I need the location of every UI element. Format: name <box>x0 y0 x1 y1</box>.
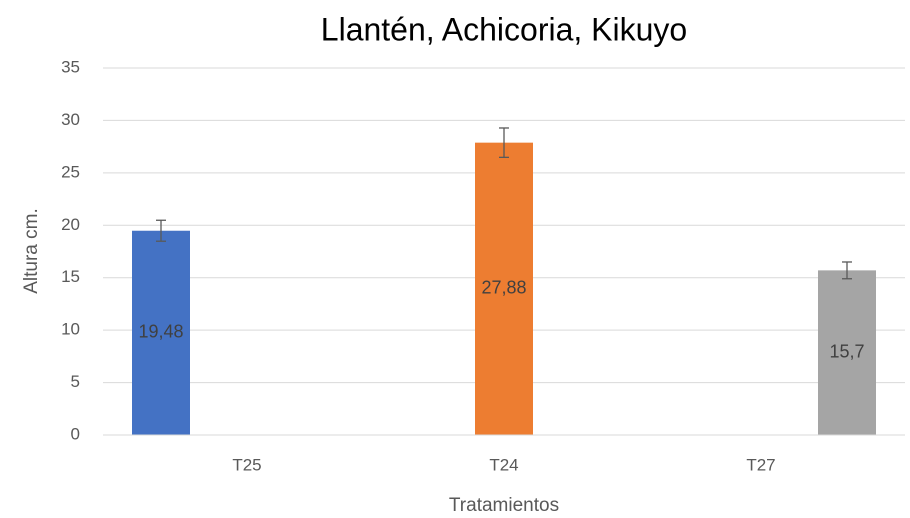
data-label: 19,48 <box>138 322 183 342</box>
chart-title: Llantén, Achicoria, Kikuyo <box>321 11 687 47</box>
y-tick-label: 10 <box>61 320 80 339</box>
x-axis-title: Tratamientos <box>449 495 559 516</box>
data-label: 27,88 <box>481 278 526 298</box>
data-label: 15,7 <box>829 341 864 361</box>
x-tick-label: T25 <box>232 455 261 474</box>
y-tick-label: 5 <box>71 372 80 391</box>
y-tick-label: 0 <box>71 424 80 443</box>
x-tick-label: T27 <box>746 455 775 474</box>
y-tick-label: 25 <box>61 162 80 181</box>
y-tick-label: 15 <box>61 267 80 286</box>
y-tick-label: 35 <box>61 57 80 76</box>
y-tick-label: 20 <box>61 215 80 234</box>
x-tick-label: T24 <box>489 455 518 474</box>
y-axis-title: Altura cm. <box>21 208 42 294</box>
y-tick-label: 30 <box>61 110 80 129</box>
bar <box>132 230 190 435</box>
bar <box>818 270 876 435</box>
bar <box>475 142 533 436</box>
